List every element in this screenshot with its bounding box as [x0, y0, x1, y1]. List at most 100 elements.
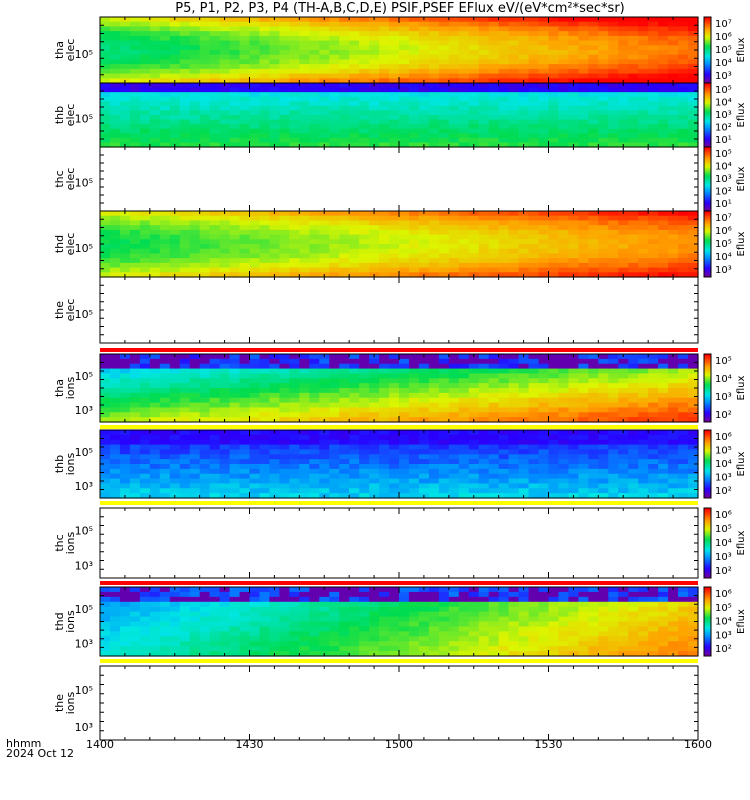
heatmap-cell [418, 239, 430, 245]
heatmap-cell [169, 234, 181, 240]
heatmap-cell [648, 267, 659, 273]
heatmap-cell [518, 262, 530, 269]
heatmap-cell [478, 258, 490, 264]
heatmap-cell [100, 483, 111, 489]
heatmap-cell [488, 101, 500, 107]
heatmap-cell [598, 133, 609, 139]
heatmap-cell [508, 468, 520, 475]
heatmap-cell [159, 73, 171, 79]
heatmap-cell [658, 383, 669, 389]
heatmap-cell [528, 473, 540, 480]
heatmap-cell [458, 115, 470, 121]
heatmap-cell [289, 478, 300, 485]
heatmap-cell [558, 220, 570, 226]
heatmap-cell [488, 59, 500, 65]
heatmap-cell [139, 412, 151, 418]
heatmap-cell [418, 473, 430, 480]
colorbar-swatch [704, 56, 711, 59]
heatmap-cell [548, 96, 560, 102]
heatmap-cell [349, 128, 360, 134]
heatmap-cell [219, 383, 231, 389]
heatmap-cell [688, 101, 699, 107]
heatmap-cell [548, 234, 560, 240]
heatmap-cell [169, 21, 181, 28]
heatmap-cell [468, 124, 480, 130]
heatmap-cell [109, 59, 121, 65]
heatmap-cell [428, 468, 440, 475]
heatmap-cell [548, 488, 560, 494]
heatmap-cell [468, 234, 480, 240]
heatmap-cell [428, 493, 440, 499]
heatmap-cell [558, 363, 570, 370]
heatmap-cell [289, 128, 300, 134]
heatmap-cell [438, 137, 450, 144]
heatmap-cell [379, 35, 390, 42]
heatmap-cell [438, 96, 450, 102]
heatmap-cell [538, 244, 550, 250]
heatmap-cell [418, 434, 430, 441]
heatmap-cell [159, 454, 171, 460]
heatmap-cell [129, 439, 141, 446]
heatmap-cell [359, 262, 370, 269]
heatmap-cell [418, 137, 430, 144]
heatmap-cell [518, 105, 530, 112]
heatmap-cell [349, 26, 360, 32]
heatmap-cell [159, 128, 171, 134]
heatmap-cell [259, 397, 271, 404]
heatmap-cell [478, 73, 490, 79]
heatmap-cell [428, 402, 440, 409]
colorbar-swatch [704, 111, 711, 114]
heatmap-cell [448, 101, 460, 107]
heatmap-cell [478, 248, 490, 255]
heatmap-cell [129, 96, 141, 102]
colorbar-swatch [704, 232, 711, 235]
heatmap-cell [458, 101, 470, 107]
heatmap-cell [179, 407, 191, 413]
heatmap-cell [379, 26, 390, 32]
heatmap-cell [548, 354, 560, 360]
heatmap-cell [349, 454, 360, 460]
heatmap-cell [658, 137, 669, 144]
panel-probe-label: thb [53, 106, 66, 124]
heatmap-cell [249, 59, 261, 65]
heatmap-cell [578, 229, 589, 236]
heatmap-cell [249, 478, 261, 485]
heatmap-cell [648, 119, 659, 125]
heatmap-cell [518, 397, 530, 404]
heatmap-cell [588, 21, 599, 28]
heatmap-cell [339, 434, 350, 441]
heatmap-cell [518, 412, 530, 418]
heatmap-cell [239, 137, 251, 144]
heatmap-cell [189, 464, 201, 470]
heatmap-cell [129, 239, 141, 245]
heatmap-cell [319, 40, 330, 46]
heatmap-cell [528, 468, 540, 475]
heatmap-cell [458, 31, 470, 37]
heatmap-cell [139, 128, 151, 134]
heatmap-cell [578, 35, 589, 42]
heatmap-cell [349, 402, 360, 409]
heatmap-cell [428, 464, 440, 470]
heatmap-cell [329, 253, 340, 259]
colorbar-swatch [704, 475, 711, 479]
heatmap-cell [538, 83, 550, 89]
heatmap-cell [129, 464, 141, 470]
heatmap-cell [678, 124, 689, 130]
heatmap-cell [508, 493, 520, 499]
heatmap-cell [628, 402, 639, 409]
colorbar-swatch [704, 54, 711, 58]
heatmap-cell [139, 45, 151, 51]
heatmap-cell [528, 272, 540, 278]
colorbar-swatch [704, 384, 711, 387]
heatmap-cell [109, 244, 121, 250]
heatmap-cell [578, 248, 589, 255]
heatmap-cell [229, 417, 241, 423]
heatmap-cell [528, 454, 540, 460]
heatmap-cell [408, 478, 420, 485]
heatmap-cell [199, 26, 211, 32]
heatmap-cell [249, 110, 261, 116]
heatmap-cell [648, 434, 659, 441]
heatmap-cell [179, 239, 191, 245]
heatmap-cell [319, 119, 330, 125]
heatmap-cell [239, 215, 251, 222]
